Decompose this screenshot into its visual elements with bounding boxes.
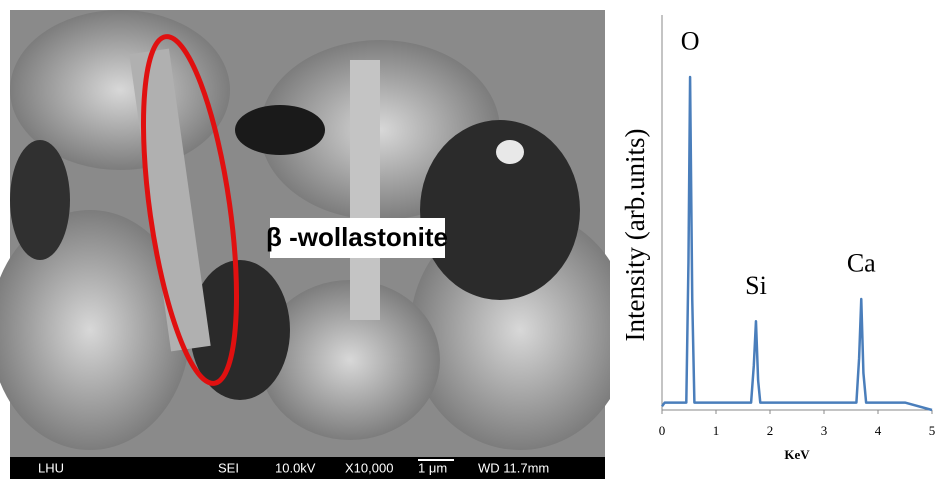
sem-image: β -wollastonite LHU SEI 10.0kV X10,000 1 μm W… xyxy=(0,0,610,479)
info-text: 1 μm xyxy=(418,460,447,475)
mineral-label: β -wollastonite xyxy=(266,222,448,252)
y-axis-label: Intensity (arb.units) xyxy=(620,129,650,342)
peak-label: O xyxy=(681,27,700,56)
figure: β -wollastonite LHU SEI 10.0kV X10,000 1 μm W… xyxy=(0,0,938,479)
x-tick-label: 4 xyxy=(875,423,882,438)
x-tick-label: 3 xyxy=(821,423,828,438)
peak-label: Ca xyxy=(847,249,876,278)
info-text: LHU xyxy=(38,460,64,475)
peak-label: Si xyxy=(745,271,767,300)
x-tick-label: 0 xyxy=(659,423,666,438)
info-text: WD 11.7mm xyxy=(478,460,549,475)
info-text: X10,000 xyxy=(345,460,393,475)
chart: KeV Intensity (arb.units) 0 1 2 3 4 5 O Si Ca xyxy=(610,0,938,479)
spectrum-line xyxy=(662,77,932,410)
x-tick-label: 5 xyxy=(929,423,936,438)
info-text: 10.0kV xyxy=(275,460,316,475)
x-tick-label: 2 xyxy=(767,423,774,438)
x-tick-label: 1 xyxy=(713,423,720,438)
info-text: SEI xyxy=(218,460,239,475)
x-axis-label: KeV xyxy=(784,447,810,462)
